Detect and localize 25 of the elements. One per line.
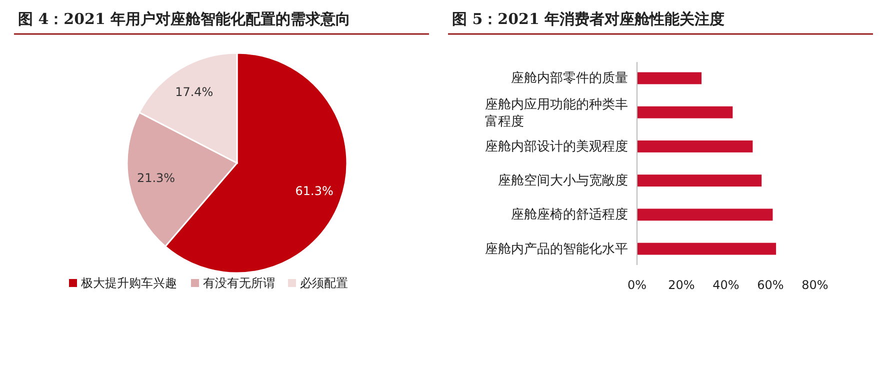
data-label: 17.4% [175,84,214,99]
x-tick-label: 60% [757,278,784,292]
bar [637,242,776,255]
y-tick-label: 座舱座椅的舒适程度 [511,206,628,222]
x-tick-label: 40% [712,278,740,292]
y-tick-label: 座舱内部零件的质量 [511,70,628,86]
data-label: 61.3% [295,184,334,198]
y-tick-label: 座舱内部设计的美观程度 [485,138,628,154]
chart-title: 图 5：2021 年消费者对座舱性能关注度 [452,10,725,28]
chart-title: 图 4：2021 年用户对座舱智能化配置的需求意向 [18,10,351,28]
bar [637,208,773,221]
bar [637,72,702,84]
x-tick-label: 0% [627,278,647,292]
y-tick-label: 座舱内产品的智能化水平 [485,240,628,256]
legend-label: 有没有无所谓 [203,276,275,290]
legend-label: 极大提升购车兴趣 [80,276,177,290]
y-tick-label: 座舱空间大小与宽敞度 [498,172,628,188]
bar [637,140,753,152]
bar [637,174,762,187]
x-tick-label: 80% [802,278,828,292]
y-tick-label: 座舱内应用功能的种类丰富程度 [485,96,628,129]
legend-label: 必须配置 [300,276,348,290]
x-tick-label: 20% [668,278,695,292]
data-label: 21.3% [136,170,176,185]
bar [637,106,733,118]
